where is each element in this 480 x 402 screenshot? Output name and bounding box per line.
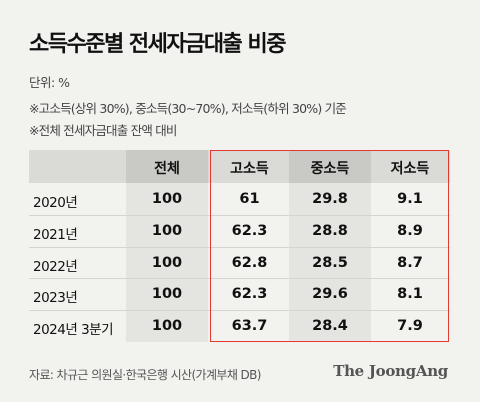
cell-total: 100 xyxy=(151,286,183,303)
note-basis: ※전체 전세자금대출 잔액 대비 xyxy=(29,123,177,138)
header-row-background xyxy=(29,150,450,183)
row-divider xyxy=(29,278,450,280)
row-label: 2023년 xyxy=(33,290,78,307)
cell-low-income: 8.1 xyxy=(397,286,423,303)
cell-total: 100 xyxy=(151,222,183,239)
row-divider xyxy=(29,214,450,216)
source-note: 자료: 차규근 의원실·한국은행 시산(가계부채 DB) xyxy=(29,368,261,382)
middle-income-header-band xyxy=(289,150,371,183)
header-middle-income: 중소득 xyxy=(310,161,350,177)
row-divider xyxy=(29,246,450,248)
row-label: 2020년 xyxy=(33,195,78,211)
header-total: 전체 xyxy=(154,161,180,177)
cell-middle-income: 28.4 xyxy=(312,318,348,335)
note-income-criteria: ※고소득(상위 30%), 중소득(30~70%), 저소득(하위 30%) 기… xyxy=(29,101,347,116)
unit-label: 단위: % xyxy=(29,75,70,90)
cell-total: 100 xyxy=(151,318,183,335)
cell-high-income: 61 xyxy=(239,191,260,207)
income-group-highlight-box xyxy=(210,150,449,342)
cell-middle-income: 29.8 xyxy=(312,191,348,207)
header-low-income: 저소득 xyxy=(390,161,430,177)
page-title: 소득수준별 전세자금대출 비중 xyxy=(29,32,286,57)
cell-total: 100 xyxy=(151,191,183,207)
cell-high-income: 62.8 xyxy=(231,254,268,271)
cell-high-income: 63.7 xyxy=(231,318,268,335)
header-high-income: 고소득 xyxy=(230,161,269,177)
cell-low-income: 7.9 xyxy=(397,318,423,335)
cell-middle-income: 29.6 xyxy=(312,286,348,303)
cell-low-income: 8.7 xyxy=(397,254,423,271)
cell-low-income: 9.1 xyxy=(397,191,423,207)
cell-middle-income: 28.5 xyxy=(312,254,348,271)
row-label: 2021년 xyxy=(33,226,78,243)
publisher-logo: The JoongAng xyxy=(333,362,448,380)
row-label: 2024년 3분기 xyxy=(33,322,114,339)
cell-high-income: 62.3 xyxy=(231,286,268,303)
total-header-band xyxy=(126,150,208,183)
row-label: 2022년 xyxy=(33,258,78,275)
cell-low-income: 8.9 xyxy=(397,222,423,239)
cell-total: 100 xyxy=(151,254,183,271)
cell-high-income: 62.3 xyxy=(231,222,268,239)
data-table: 전체 고소득 중소득 저소득 2020년 100 61 29.8 9.1 2021년 100… xyxy=(29,150,450,342)
row-divider xyxy=(29,310,450,312)
cell-middle-income: 28.8 xyxy=(312,222,348,239)
